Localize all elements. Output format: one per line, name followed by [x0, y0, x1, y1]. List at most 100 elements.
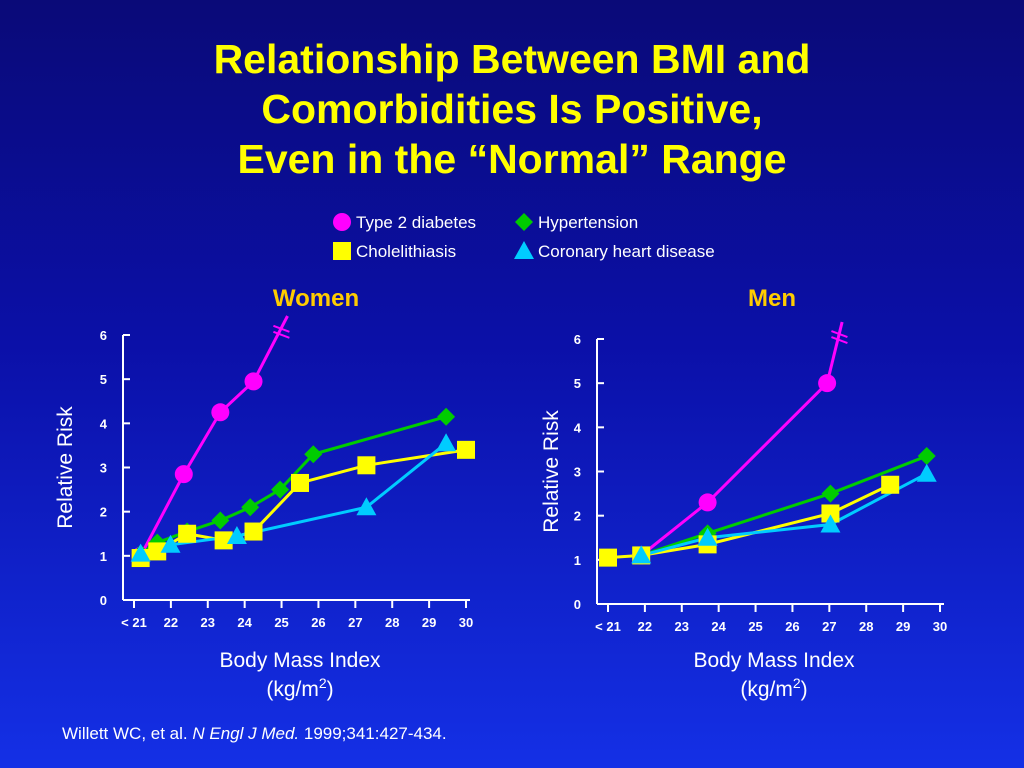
x-tick-label: 24 — [711, 619, 726, 634]
y-tick-label: 4 — [100, 416, 108, 431]
y-tick-label: 0 — [100, 593, 107, 608]
hypertension-point — [304, 445, 323, 464]
legend-type-2-diabetes-circle-icon — [333, 213, 351, 231]
y-tick-label: 0 — [574, 597, 581, 612]
x-tick-label: 23 — [201, 615, 215, 630]
coronary-heart-disease-point — [631, 545, 652, 564]
cholelithiasis-point — [214, 531, 233, 550]
y-tick-label: 4 — [574, 420, 582, 435]
type-2-diabetes-point — [818, 374, 837, 393]
type-2-diabetes-off-scale-line — [252, 315, 289, 383]
cholelithiasis-point — [821, 504, 840, 523]
x-tick-label: < 21 — [121, 615, 147, 630]
type-2-diabetes-point — [244, 372, 263, 391]
coronary-heart-disease-point — [820, 514, 841, 533]
x-tick-label: 23 — [675, 619, 689, 634]
break-mark — [831, 330, 848, 338]
x-tick-label: 28 — [385, 615, 399, 630]
cholelithiasis-point — [244, 522, 263, 541]
y-tick-label: 3 — [100, 461, 107, 476]
type-2-diabetes-line — [139, 380, 255, 557]
y-tick-label: 2 — [574, 509, 581, 524]
x-tick-label: 25 — [274, 615, 288, 630]
x-axis-units: (kg/m2) — [266, 675, 333, 701]
x-tick-label: 26 — [785, 619, 799, 634]
hypertension-point — [211, 511, 230, 530]
title-line-2: Comorbidities Is Positive, — [261, 86, 763, 132]
hypertension-point — [437, 407, 456, 426]
coronary-heart-disease-point — [697, 527, 718, 546]
y-tick-label: 5 — [574, 376, 581, 391]
y-axis-label: Relative Risk — [540, 410, 563, 533]
x-axis-units-text: (kg/m — [740, 678, 793, 701]
y-tick-label: 1 — [100, 549, 107, 564]
title-line-1: Relationship Between BMI and — [213, 36, 811, 82]
break-mark — [831, 336, 848, 344]
coronary-heart-disease-line — [640, 472, 928, 557]
x-axis-units: (kg/m2) — [740, 675, 807, 701]
y-tick-label: 5 — [100, 372, 107, 387]
x-tick-label: 30 — [933, 619, 947, 634]
cholelithiasis-point — [881, 475, 900, 494]
x-tick-label: 22 — [164, 615, 178, 630]
y-axis-label: Relative Risk — [54, 406, 77, 529]
x-axis-label: Body Mass Index — [693, 649, 855, 672]
x-tick-label: < 21 — [595, 619, 621, 634]
citation-reference: 1999;341:427-434. — [303, 724, 447, 743]
cholelithiasis-point — [599, 548, 617, 567]
legend-cholelithiasis-square-icon — [333, 242, 351, 260]
y-tick-label: 3 — [574, 465, 581, 480]
x-tick-label: 25 — [748, 619, 762, 634]
type-2-diabetes-off-scale-line — [825, 321, 844, 384]
type-2-diabetes-point — [211, 403, 230, 422]
cholelithiasis-point — [291, 473, 309, 492]
citation: Willett WC, et al. N Engl J Med. 1999;34… — [62, 724, 447, 744]
x-tick-label: 29 — [896, 619, 910, 634]
break-mark — [273, 324, 290, 333]
x-axis-units-close: ) — [327, 678, 334, 701]
hypertension-point — [821, 484, 840, 503]
coronary-heart-disease-point — [160, 534, 181, 553]
cholelithiasis-point — [178, 524, 197, 543]
y-tick-label: 6 — [100, 328, 107, 343]
hypertension-point — [241, 498, 260, 517]
x-tick-label: 22 — [638, 619, 652, 634]
legend-label-hypertension: Hypertension — [538, 213, 638, 232]
title-line-3: Even in the “Normal” Range — [237, 136, 787, 182]
x-tick-label: 27 — [348, 615, 362, 630]
coronary-heart-disease-point — [356, 497, 377, 516]
legend-label-coronary-heart-disease: Coronary heart disease — [538, 242, 715, 261]
x-tick-label: 28 — [859, 619, 873, 634]
y-tick-label: 2 — [100, 505, 107, 520]
x-tick-label: 30 — [459, 615, 473, 630]
citation-authors: Willett WC, et al. — [62, 724, 188, 743]
x-axis-units-superscript: 2 — [793, 675, 801, 691]
y-tick-label: 1 — [574, 553, 581, 568]
slide-title: Relationship Between BMI and Comorbiditi… — [0, 34, 1024, 184]
hypertension-line — [640, 454, 928, 557]
legend-label-type-2-diabetes: Type 2 diabetes — [356, 213, 476, 232]
x-tick-label: 29 — [422, 615, 436, 630]
x-axis-units-superscript: 2 — [319, 675, 327, 691]
hypertension-point — [917, 447, 936, 466]
coronary-heart-disease-point — [130, 543, 151, 562]
type-2-diabetes-line — [640, 382, 829, 557]
coronary-heart-disease-point — [436, 433, 457, 452]
women-panel-title: Women — [273, 285, 359, 312]
legend-coronary-heart-disease-triangle-icon — [514, 241, 534, 259]
x-tick-label: 26 — [311, 615, 325, 630]
x-axis-units-close: ) — [801, 678, 808, 701]
type-2-diabetes-point — [698, 493, 717, 512]
x-axis-units-text: (kg/m — [266, 678, 319, 701]
coronary-heart-disease-point — [916, 463, 937, 482]
cholelithiasis-point — [357, 456, 376, 475]
x-axis-label: Body Mass Index — [219, 649, 381, 672]
cholelithiasis-point — [457, 440, 475, 459]
citation-journal: N Engl J Med. — [192, 724, 300, 743]
x-tick-label: 27 — [822, 619, 836, 634]
legend: Type 2 diabetes Hypertension Cholelithiasi… — [333, 213, 715, 261]
y-tick-label: 6 — [574, 332, 581, 347]
type-2-diabetes-point — [174, 465, 193, 484]
